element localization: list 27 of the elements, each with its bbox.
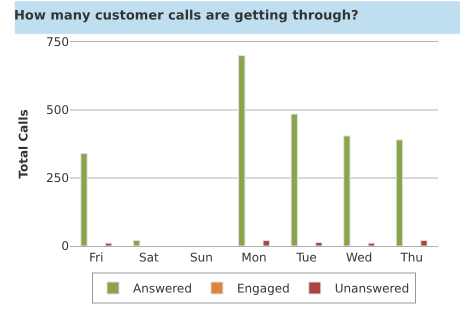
x-tick-label: Tue xyxy=(295,250,317,264)
bar xyxy=(262,240,270,246)
bar xyxy=(315,242,322,246)
x-tick-label: Wed xyxy=(346,250,372,264)
bar xyxy=(343,135,351,246)
legend-label: Engaged xyxy=(236,282,290,296)
x-tick-label: Fri xyxy=(89,250,104,264)
bar xyxy=(368,242,376,246)
chart-title: How many customer calls are getting through? xyxy=(14,8,359,24)
bar xyxy=(80,153,88,246)
y-tick-label: 750 xyxy=(46,35,69,50)
bar xyxy=(238,55,246,246)
bar xyxy=(420,240,428,246)
legend-label: Answered xyxy=(133,282,192,296)
x-tick-label: Mon xyxy=(241,250,267,264)
legend-label: Unanswered xyxy=(334,282,410,296)
bar xyxy=(104,242,112,246)
y-tick-label: 250 xyxy=(46,171,69,186)
bar xyxy=(132,240,140,246)
x-tick-label: Thu xyxy=(399,250,423,264)
y-tick-label: 500 xyxy=(46,103,69,118)
y-tick-label: 0 xyxy=(61,239,69,254)
y-axis-title: Total Calls xyxy=(16,109,30,179)
bar xyxy=(290,114,298,246)
bar xyxy=(396,139,404,246)
x-tick-label: Sat xyxy=(139,250,159,264)
x-tick-label: Sun xyxy=(190,250,213,264)
